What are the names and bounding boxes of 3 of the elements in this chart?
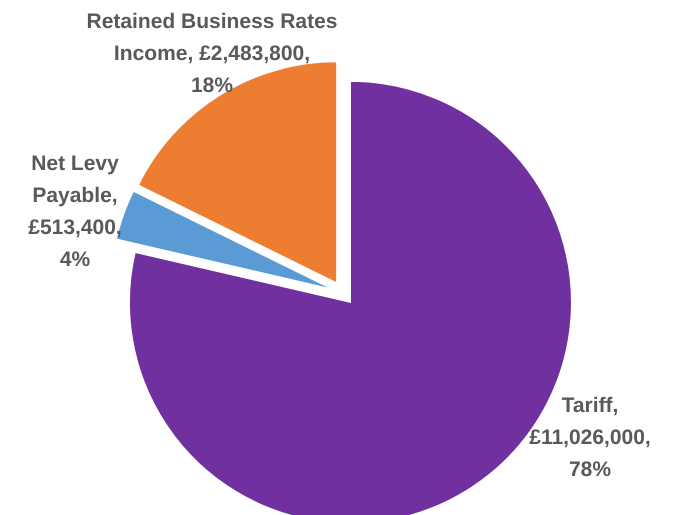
slice-label: Tariff, £11,026,000, 78%: [529, 394, 651, 481]
slice-label: Net Levy Payable, £513,400, 4%: [28, 152, 122, 271]
slice-label: Retained Business Rates Income, £2,483,800, 18%: [86, 10, 338, 97]
